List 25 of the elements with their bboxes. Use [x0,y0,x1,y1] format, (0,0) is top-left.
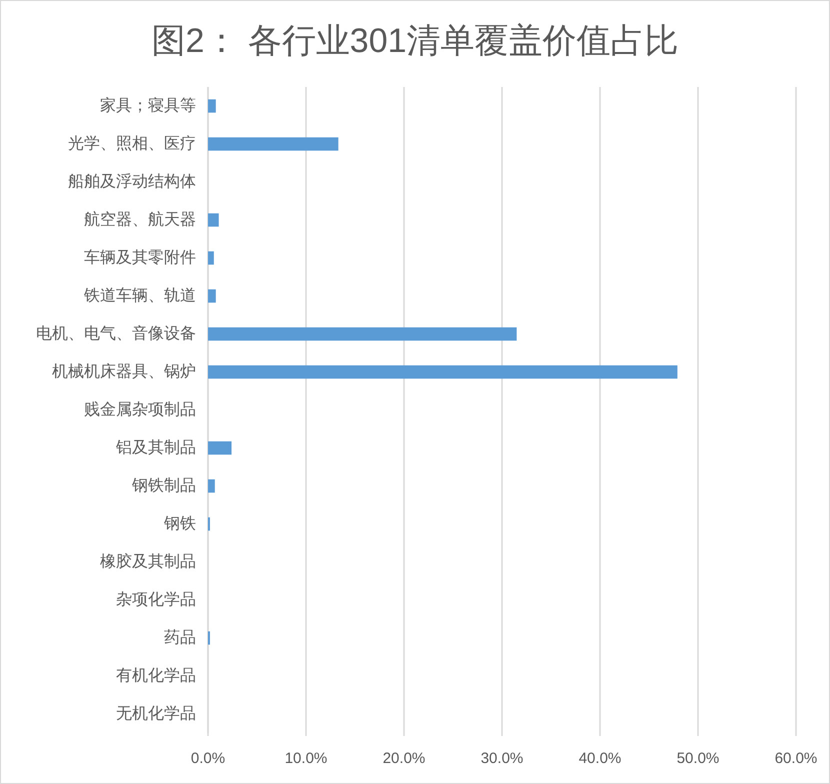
category: 药品 [164,630,196,646]
title: 图2： 各行业301清单覆盖价值占比 [151,22,679,60]
x-tick: 30.0% [480,750,524,767]
category: 有机化学品 [116,668,196,684]
x-tick: 40.0% [578,750,622,767]
category: 钢铁 [164,516,196,532]
category: 航空器、航天器 [84,212,196,228]
category: 贱金属杂项制品 [84,402,196,418]
x-tick: 0.0% [190,750,226,767]
category: 铝及其制品 [116,440,196,456]
category: 杂项化学品 [116,592,196,608]
category: 铁道车辆、轨道 [84,288,196,304]
category: 船舶及浮动结构体 [68,174,196,190]
category: 钢铁制品 [132,478,196,494]
category: 机械机床器具、锅炉 [52,364,196,380]
x-tick: 50.0% [676,750,720,767]
x-tick: 10.0% [284,750,328,767]
x-tick: 20.0% [382,750,426,767]
category: 家具；寝具等 [100,98,196,114]
category: 车辆及其零附件 [84,250,196,266]
x-tick: 60.0% [774,750,818,767]
category: 电机、电气、音像设备 [36,326,196,342]
category: 橡胶及其制品 [100,554,196,570]
category: 光学、照相、医疗 [68,136,196,152]
category: 无机化学品 [116,706,196,722]
